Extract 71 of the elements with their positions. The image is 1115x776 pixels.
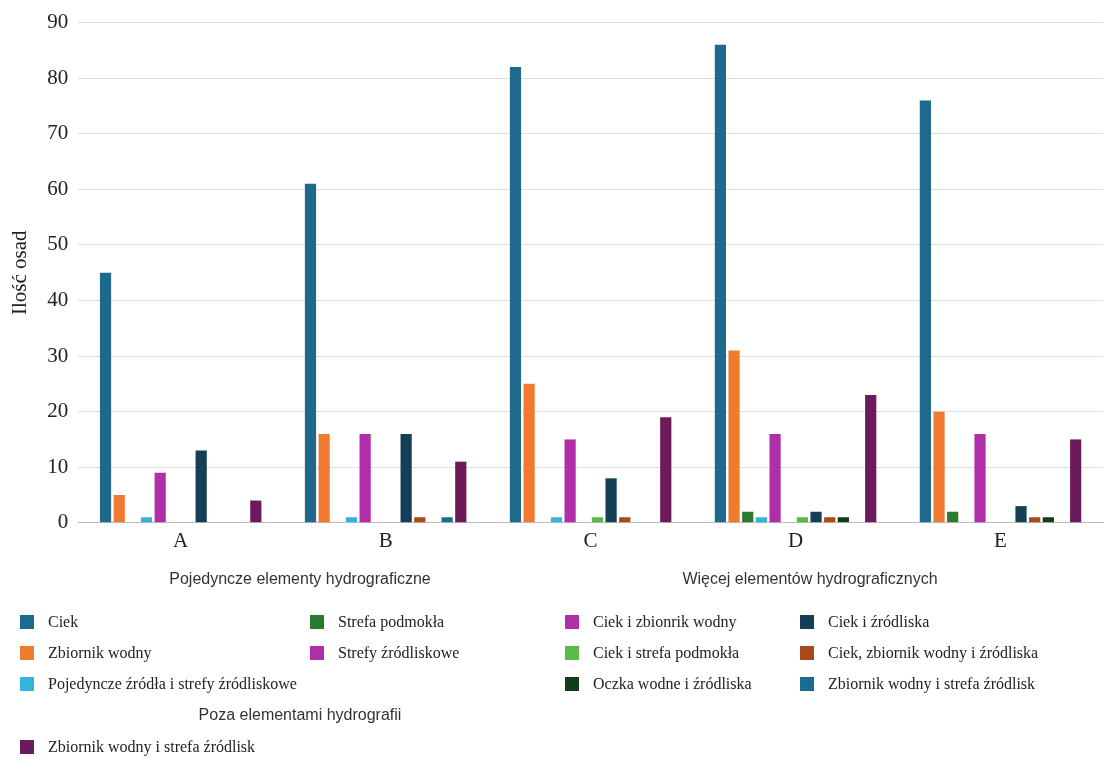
bar: [564, 439, 576, 523]
bar: [605, 478, 617, 523]
x-tick-label: D: [787, 527, 804, 552]
bar: [400, 433, 412, 523]
bar: [414, 517, 426, 523]
text: Poza elementami hydrografii: [198, 706, 402, 724]
bar: [591, 517, 604, 523]
bar: [619, 517, 631, 523]
y-tick-label: 0: [57, 509, 69, 534]
legend-label: Zbiornik wodny i strefa źródlisk: [47, 738, 256, 756]
bar: [345, 517, 358, 523]
y-axis-title: Ilość osad: [7, 229, 32, 315]
bar: [1029, 517, 1041, 523]
legend-label: Ciek i zbionrik wodny: [592, 613, 737, 631]
bar: [99, 272, 112, 523]
y-tick-label: 30: [47, 342, 69, 367]
bar: [742, 511, 754, 523]
y-tick-label: 40: [47, 287, 69, 311]
bar: [304, 183, 317, 523]
y-tick-label: 10: [47, 453, 69, 478]
bar: [1070, 439, 1082, 523]
x-tick-label: E: [994, 527, 1007, 552]
bar: [824, 517, 836, 523]
bar: [523, 383, 535, 523]
legend-label: Ciek: [47, 613, 79, 631]
text: Więcej elementów hydrograficznych: [682, 570, 938, 588]
bar: [195, 450, 207, 523]
bar: [140, 517, 153, 523]
bar: [550, 517, 563, 523]
y-tick-label: 70: [47, 120, 69, 145]
x-tick-label: B: [378, 527, 393, 552]
bar: [837, 517, 849, 523]
legend-label: Zbiornik wodny: [47, 644, 152, 662]
bar: [796, 517, 808, 523]
bar: [769, 433, 781, 523]
bar: [755, 517, 767, 523]
bar: [113, 495, 125, 523]
bar: [660, 417, 672, 523]
legend-label: Ciek i strefa podmokła: [592, 644, 740, 662]
bar: [441, 517, 453, 523]
bar: [810, 511, 822, 523]
legend-label: Ciek i źródliska: [827, 613, 930, 631]
bar: [933, 411, 945, 523]
bar: [728, 350, 740, 523]
text: Pojedyncze elementy hydrograficzne: [169, 570, 431, 588]
bar: [714, 44, 727, 523]
bar: [455, 461, 467, 523]
bar: [947, 511, 959, 523]
legend-label: Pojedyncze źródła i strefy źródliskowe: [47, 675, 297, 693]
legend-label: Ciek, zbiornik wodny i źródliska: [827, 644, 1039, 662]
bar: [318, 433, 330, 523]
x-tick-label: C: [583, 527, 598, 552]
legend-label: Oczka wodne i źródliska: [592, 675, 752, 693]
legend-label: Strefy źródliskowe: [337, 644, 460, 662]
bar: [1042, 517, 1054, 523]
legend-label: Zbiornik wodny i strefa źródlisk: [827, 675, 1036, 693]
bar: [359, 433, 371, 523]
bar: [865, 394, 877, 523]
bar: [250, 500, 262, 523]
x-tick-label: A: [173, 527, 190, 552]
y-tick-label: 90: [47, 9, 69, 34]
y-tick-label: 80: [47, 64, 69, 89]
bar: [919, 100, 931, 523]
bar: [974, 433, 986, 523]
y-tick-label: 20: [47, 398, 69, 423]
bar: [509, 67, 522, 523]
y-tick-label: 60: [47, 175, 69, 200]
y-tick-label: 50: [47, 231, 69, 256]
legend-label: Strefa podmokła: [337, 613, 445, 631]
bar: [1015, 506, 1027, 523]
bar: [154, 472, 166, 523]
